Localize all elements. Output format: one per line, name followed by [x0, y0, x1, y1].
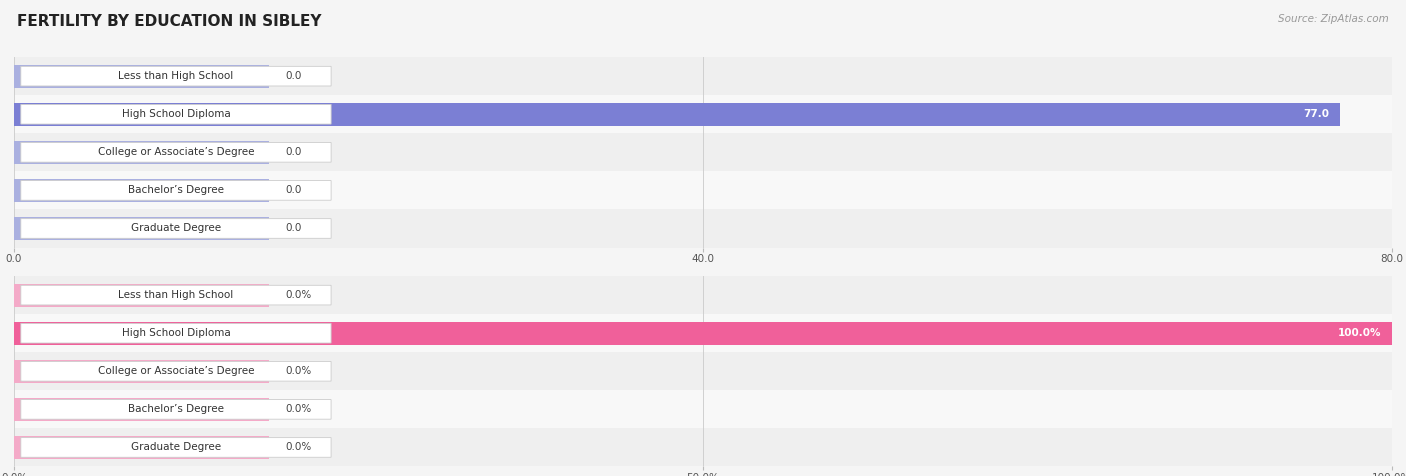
- Text: 0.0: 0.0: [285, 71, 302, 81]
- Bar: [14, 209, 1392, 248]
- Bar: [14, 276, 1392, 314]
- FancyBboxPatch shape: [21, 66, 330, 86]
- Text: College or Associate’s Degree: College or Associate’s Degree: [97, 366, 254, 377]
- FancyBboxPatch shape: [21, 399, 330, 419]
- Bar: [14, 284, 42, 307]
- Bar: [14, 284, 269, 307]
- Text: 100.0%: 100.0%: [1337, 328, 1381, 338]
- Bar: [14, 436, 269, 459]
- FancyBboxPatch shape: [21, 285, 330, 305]
- Bar: [14, 65, 269, 88]
- Text: 0.0%: 0.0%: [285, 290, 312, 300]
- Bar: [14, 398, 42, 421]
- Text: 0.0%: 0.0%: [285, 442, 312, 453]
- Bar: [14, 179, 42, 202]
- Bar: [14, 428, 1392, 466]
- Text: College or Associate’s Degree: College or Associate’s Degree: [97, 147, 254, 158]
- Text: Source: ZipAtlas.com: Source: ZipAtlas.com: [1278, 14, 1389, 24]
- Bar: [14, 141, 42, 164]
- Bar: [14, 360, 42, 383]
- Text: Less than High School: Less than High School: [118, 71, 233, 81]
- Text: 0.0%: 0.0%: [285, 366, 312, 377]
- Text: 0.0%: 0.0%: [285, 404, 312, 415]
- Bar: [14, 322, 1392, 345]
- FancyBboxPatch shape: [21, 218, 330, 238]
- Bar: [14, 390, 1392, 428]
- FancyBboxPatch shape: [21, 323, 330, 343]
- Text: 0.0: 0.0: [285, 185, 302, 196]
- Bar: [14, 133, 1392, 171]
- Text: Graduate Degree: Graduate Degree: [131, 442, 221, 453]
- Bar: [14, 141, 269, 164]
- Bar: [14, 217, 269, 240]
- Bar: [14, 314, 1392, 352]
- FancyBboxPatch shape: [21, 142, 330, 162]
- Bar: [14, 179, 269, 202]
- Bar: [14, 360, 269, 383]
- Bar: [14, 65, 42, 88]
- Text: Less than High School: Less than High School: [118, 290, 233, 300]
- Text: High School Diploma: High School Diploma: [121, 328, 231, 338]
- Bar: [14, 217, 42, 240]
- Bar: [14, 95, 1392, 133]
- Text: Graduate Degree: Graduate Degree: [131, 223, 221, 234]
- Text: Bachelor’s Degree: Bachelor’s Degree: [128, 404, 224, 415]
- Bar: [14, 171, 1392, 209]
- Bar: [14, 436, 42, 459]
- Bar: [14, 352, 1392, 390]
- FancyBboxPatch shape: [21, 437, 330, 457]
- Text: 77.0: 77.0: [1303, 109, 1329, 119]
- Bar: [14, 57, 1392, 95]
- FancyBboxPatch shape: [21, 180, 330, 200]
- Bar: [14, 103, 1340, 126]
- FancyBboxPatch shape: [21, 104, 330, 124]
- Text: 0.0: 0.0: [285, 147, 302, 158]
- Text: Bachelor’s Degree: Bachelor’s Degree: [128, 185, 224, 196]
- Text: High School Diploma: High School Diploma: [121, 109, 231, 119]
- Text: FERTILITY BY EDUCATION IN SIBLEY: FERTILITY BY EDUCATION IN SIBLEY: [17, 14, 322, 30]
- Bar: [14, 398, 269, 421]
- FancyBboxPatch shape: [21, 361, 330, 381]
- Text: 0.0: 0.0: [285, 223, 302, 234]
